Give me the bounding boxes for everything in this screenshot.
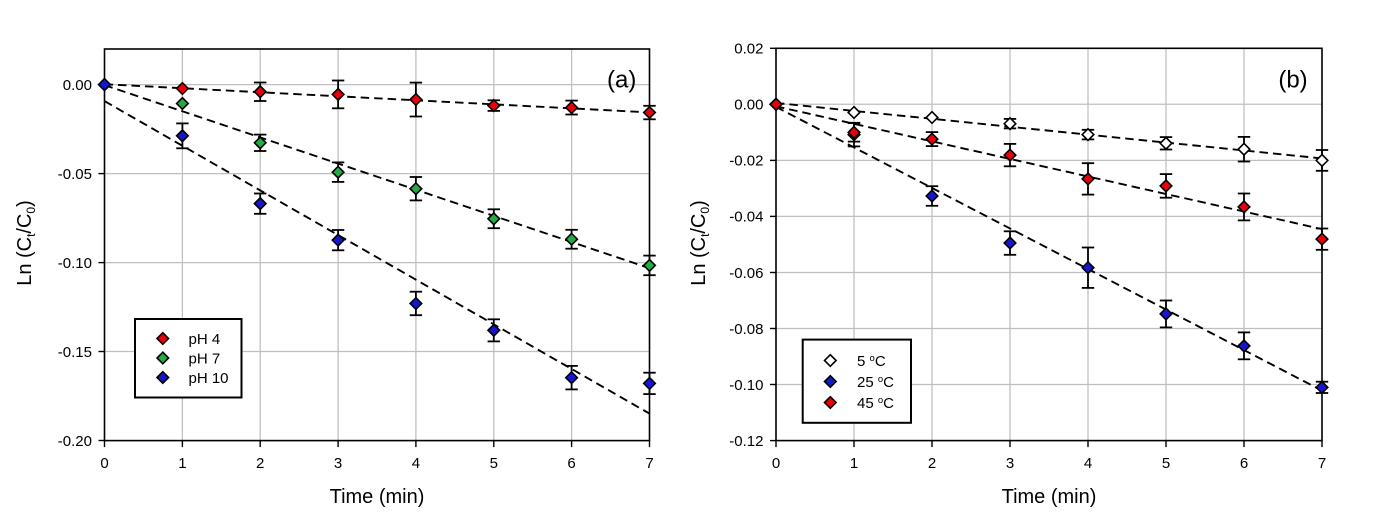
svg-text:Ln (Ct/C0): Ln (Ct/C0) [14, 200, 38, 286]
svg-text:45 oC: 45 oC [857, 395, 894, 412]
svg-text:0: 0 [772, 455, 780, 472]
svg-text:(a): (a) [607, 67, 636, 94]
svg-text:25 oC: 25 oC [857, 374, 894, 391]
svg-text:1: 1 [178, 455, 186, 472]
svg-text:-0.05: -0.05 [58, 166, 92, 183]
svg-text:4: 4 [1084, 455, 1092, 472]
svg-text:5: 5 [490, 455, 498, 472]
svg-text:6: 6 [1240, 455, 1248, 472]
svg-text:0.02: 0.02 [734, 41, 763, 58]
svg-text:4: 4 [412, 455, 420, 472]
svg-text:-0.02: -0.02 [729, 153, 763, 170]
svg-text:0: 0 [100, 455, 108, 472]
svg-text:0.00: 0.00 [63, 77, 92, 94]
svg-text:Ln (Ct/C0): Ln (Ct/C0) [688, 200, 712, 286]
svg-text:pH 10: pH 10 [189, 370, 229, 387]
svg-text:(b): (b) [1278, 67, 1307, 94]
svg-text:3: 3 [334, 455, 342, 472]
svg-text:-0.10: -0.10 [729, 377, 763, 394]
svg-text:5 oC: 5 oC [857, 353, 886, 370]
svg-text:2: 2 [928, 455, 936, 472]
svg-text:1: 1 [850, 455, 858, 472]
svg-text:7: 7 [645, 455, 653, 472]
svg-text:Time (min): Time (min) [1002, 486, 1097, 508]
svg-text:5: 5 [1162, 455, 1170, 472]
svg-text:pH 4: pH 4 [189, 331, 221, 348]
svg-text:-0.04: -0.04 [729, 209, 763, 226]
svg-text:-0.06: -0.06 [729, 265, 763, 282]
svg-text:3: 3 [1006, 455, 1014, 472]
svg-text:2: 2 [256, 455, 264, 472]
svg-text:-0.12: -0.12 [729, 433, 763, 450]
svg-text:0.00: 0.00 [734, 97, 763, 114]
svg-text:pH 7: pH 7 [189, 350, 221, 367]
svg-text:-0.10: -0.10 [58, 255, 92, 272]
svg-text:Time (min): Time (min) [330, 486, 425, 508]
svg-text:7: 7 [1318, 455, 1326, 472]
svg-text:-0.15: -0.15 [58, 344, 92, 361]
svg-text:-0.08: -0.08 [729, 321, 763, 338]
svg-text:6: 6 [567, 455, 575, 472]
svg-text:-0.20: -0.20 [58, 433, 92, 450]
